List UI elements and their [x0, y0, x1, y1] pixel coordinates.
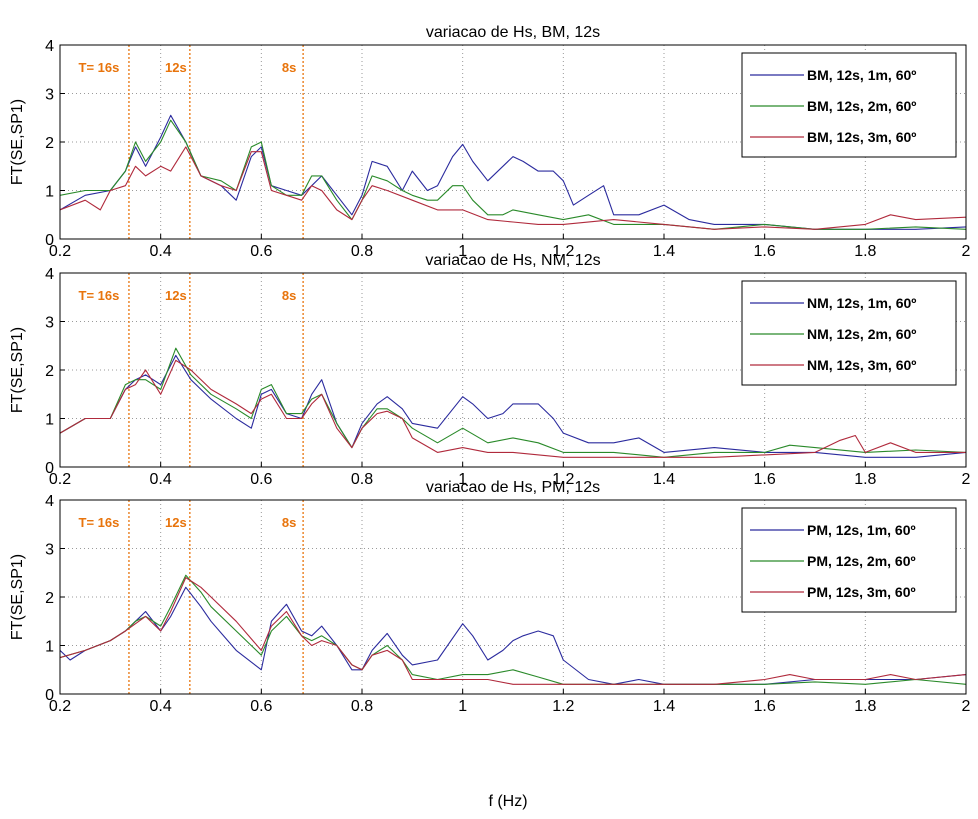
legend-label-3: NM, 12s, 3m, 60º: [807, 357, 916, 373]
chart-title: variacao de Hs, PM, 12s: [426, 479, 600, 496]
x-tick-label: 2: [962, 243, 971, 260]
period-marker-label: 8s: [282, 515, 296, 530]
y-axis-label: FT(SE,SP1): [9, 554, 26, 640]
legend-box: [741, 507, 957, 613]
legend-box: [741, 280, 957, 386]
x-tick-label: 0.2: [49, 471, 71, 488]
chart-title: variacao de Hs, BM, 12s: [426, 24, 600, 41]
y-tick-label: 3: [45, 542, 54, 559]
x-tick-label: 0.4: [150, 698, 172, 715]
x-tick-label: 1.2: [552, 698, 574, 715]
legend-label-3: BM, 12s, 3m, 60º: [807, 129, 916, 145]
x-tick-label: 1.6: [754, 698, 776, 715]
x-tick-label: 0.2: [49, 698, 71, 715]
y-axis-label: FT(SE,SP1): [9, 99, 26, 185]
period-marker-label: T= 16s: [79, 515, 120, 530]
legend-box: [741, 52, 957, 158]
y-tick-label: 3: [45, 315, 54, 332]
y-tick-label: 1: [45, 412, 54, 429]
panel-1: variacao de Hs, BM, 12s FT(SE,SP1) 0.2 0.4 0…: [9, 24, 971, 260]
y-tick-label: 0: [45, 460, 54, 477]
legend-label-3: PM, 12s, 3m, 60º: [807, 584, 916, 600]
x-tick-label: 1.6: [754, 471, 776, 488]
y-tick-label: 0: [45, 687, 54, 704]
x-tick-label: 1.8: [854, 698, 876, 715]
period-marker-label: T= 16s: [79, 60, 120, 75]
axes-box: [59, 44, 967, 240]
x-tick-label: 1: [458, 243, 467, 260]
legend: NM, 12s, 1m, 60º NM, 12s, 2m, 60º NM, 12s,…: [741, 280, 957, 386]
y-tick-label: 1: [45, 184, 54, 201]
x-tick-label: 0.4: [150, 243, 172, 260]
panel-3: variacao de Hs, PM, 12s FT(SE,SP1) 0.2 0.4 0…: [9, 479, 971, 715]
x-tick-label: 1.2: [552, 471, 574, 488]
legend-label-1: PM, 12s, 1m, 60º: [807, 522, 916, 538]
y-tick-label: 2: [45, 590, 54, 607]
y-tick-label: 4: [45, 38, 54, 55]
legend-label-2: PM, 12s, 2m, 60º: [807, 553, 916, 569]
period-marker-label: 12s: [165, 60, 187, 75]
x-tick-label: 1: [458, 471, 467, 488]
legend: BM, 12s, 1m, 60º BM, 12s, 2m, 60º BM, 12s,…: [741, 52, 957, 158]
x-axis-label: f (Hz): [488, 793, 527, 810]
x-tick-label: 1.6: [754, 243, 776, 260]
series-line-3: [60, 577, 966, 685]
series-line-1: [60, 586, 966, 685]
x-tick-label: 0.8: [351, 243, 373, 260]
y-tick-label: 0: [45, 232, 54, 249]
period-marker-label: 8s: [282, 288, 296, 303]
x-tick-label: 1.8: [854, 471, 876, 488]
period-marker-label: 12s: [165, 288, 187, 303]
period-marker-label: 12s: [165, 515, 187, 530]
y-tick-label: 2: [45, 135, 54, 152]
x-tick-label: 0.8: [351, 698, 373, 715]
x-tick-label: 0.8: [351, 471, 373, 488]
x-tick-label: 0.6: [250, 471, 272, 488]
series-line-3: [60, 146, 966, 230]
y-tick-label: 3: [45, 87, 54, 104]
panel-2: variacao de Hs, NM, 12s FT(SE,SP1) 0.2 0.4 0…: [9, 252, 971, 488]
y-tick-label: 4: [45, 493, 54, 510]
x-tick-label: 1.4: [653, 698, 675, 715]
legend: PM, 12s, 1m, 60º PM, 12s, 2m, 60º PM, 12s,…: [741, 507, 957, 613]
x-tick-label: 1.4: [653, 243, 675, 260]
legend-label-2: BM, 12s, 2m, 60º: [807, 98, 916, 114]
x-tick-label: 1.4: [653, 471, 675, 488]
y-tick-label: 1: [45, 639, 54, 656]
legend-label-2: NM, 12s, 2m, 60º: [807, 326, 916, 342]
y-tick-label: 2: [45, 363, 54, 380]
series-line-3: [60, 359, 966, 458]
x-tick-label: 1: [458, 698, 467, 715]
x-tick-label: 2: [962, 698, 971, 715]
x-tick-label: 0.6: [250, 243, 272, 260]
y-tick-label: 4: [45, 266, 54, 283]
period-marker-label: 8s: [282, 60, 296, 75]
axes-box: [59, 499, 967, 695]
x-tick-label: 1.8: [854, 243, 876, 260]
series-line-2: [60, 119, 966, 230]
y-axis-label: FT(SE,SP1): [9, 327, 26, 413]
legend-label-1: BM, 12s, 1m, 60º: [807, 67, 916, 83]
axes-box: [59, 272, 967, 468]
x-tick-label: 0.2: [49, 243, 71, 260]
period-marker-label: T= 16s: [79, 288, 120, 303]
x-tick-label: 0.6: [250, 698, 272, 715]
x-tick-label: 0.4: [150, 471, 172, 488]
chart-title: variacao de Hs, NM, 12s: [425, 252, 600, 269]
x-tick-label: 1.2: [552, 243, 574, 260]
x-tick-label: 2: [962, 471, 971, 488]
legend-label-1: NM, 12s, 1m, 60º: [807, 295, 916, 311]
